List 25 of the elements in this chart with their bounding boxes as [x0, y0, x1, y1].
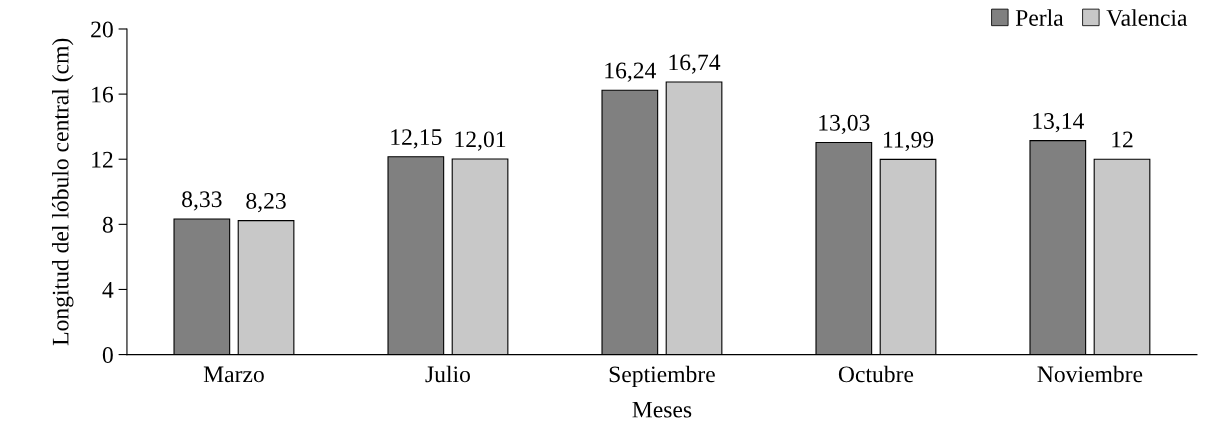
y-tick-label: 8: [102, 216, 113, 233]
y-tick-label: 20: [91, 21, 113, 38]
data-label: 16,24: [605, 62, 657, 82]
data-label: 13,03: [819, 114, 870, 135]
x-tick-label: Septiembre: [609, 365, 715, 388]
x-axis-title: Meses: [632, 401, 692, 418]
y-axis-title: Longitud del lóbulo central (cm): [51, 38, 74, 346]
x-tick-label: Octubre: [838, 365, 914, 383]
data-label: 8,33: [182, 191, 222, 211]
y-tick-label: 4: [102, 282, 114, 298]
data-label: 8,23: [246, 192, 286, 213]
data-label: 16,74: [669, 54, 721, 74]
legend-label: Perla: [1015, 9, 1064, 26]
legend-label: Valencia: [1106, 9, 1188, 27]
data-label: 13,14: [1033, 113, 1085, 133]
y-tick-label: 12: [92, 151, 113, 168]
data-label: 12,01: [455, 131, 506, 151]
y-tick-label: 0: [102, 347, 113, 363]
x-tick-label: Marzo: [203, 366, 264, 383]
y-tick-label: 16: [92, 86, 114, 103]
data-label: 12,15: [391, 129, 442, 149]
x-tick-label: Julio: [425, 365, 470, 383]
data-label: 12: [1112, 131, 1133, 148]
x-tick-label: Noviembre: [1037, 365, 1143, 383]
data-label: 11,99: [883, 131, 934, 152]
